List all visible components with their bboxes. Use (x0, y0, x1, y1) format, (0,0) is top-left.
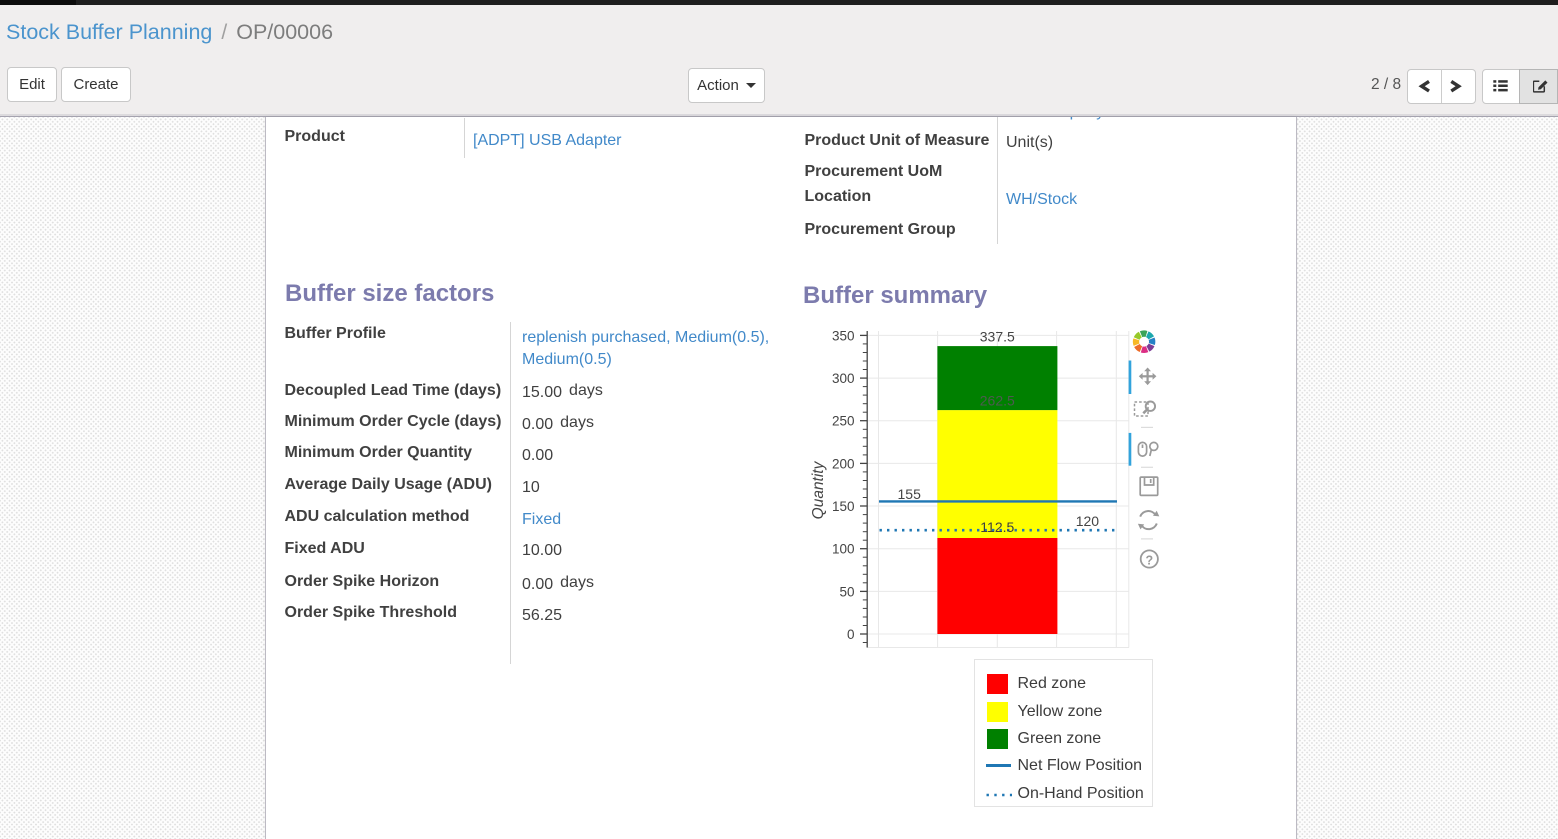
svg-text:0: 0 (847, 627, 855, 642)
svg-text:?: ? (1145, 553, 1153, 567)
svg-text:150: 150 (832, 499, 855, 514)
svg-text:250: 250 (832, 414, 855, 429)
svg-text:155: 155 (898, 486, 922, 502)
svg-text:Quantity: Quantity (810, 460, 827, 519)
svg-text:200: 200 (832, 456, 855, 471)
svg-text:100: 100 (832, 542, 855, 557)
svg-text:112.5: 112.5 (980, 519, 1014, 535)
svg-text:337.5: 337.5 (980, 329, 1015, 345)
svg-text:50: 50 (839, 584, 854, 599)
svg-text:262.5: 262.5 (980, 393, 1015, 409)
svg-text:350: 350 (832, 328, 855, 343)
svg-text:120: 120 (1076, 513, 1100, 529)
svg-text:300: 300 (832, 371, 855, 386)
